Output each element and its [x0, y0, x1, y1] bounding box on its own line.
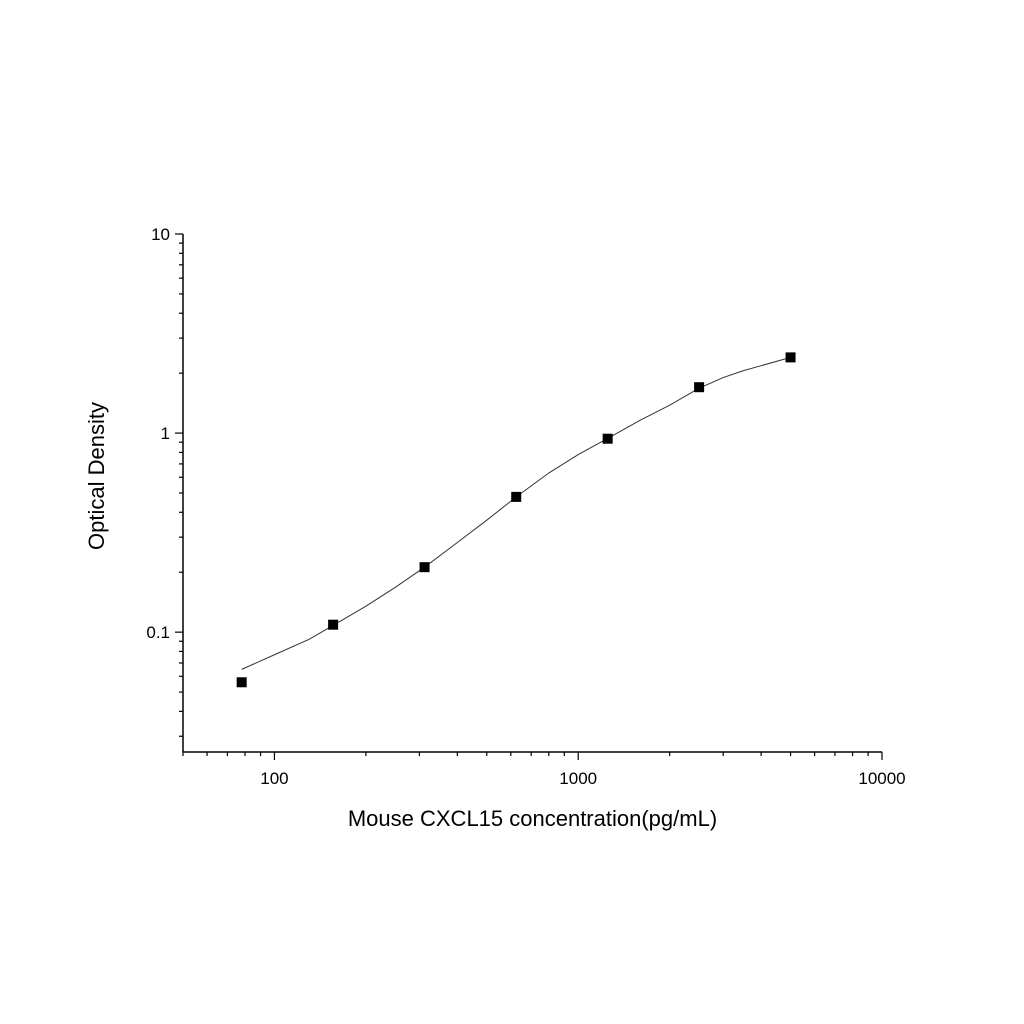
data-point — [785, 352, 796, 363]
y-axis-title: Optical Density — [84, 402, 109, 550]
x-tick-label: 100 — [260, 769, 288, 788]
tick-labels: 100 1000 10000 0.1 1 10 — [146, 225, 905, 788]
x-tick-label: 1000 — [559, 769, 597, 788]
x-axis-title: Mouse CXCL15 concentration(pg/mL) — [348, 806, 717, 831]
y-tick-label: 1 — [161, 424, 170, 443]
data-point — [236, 677, 247, 688]
data-point — [602, 433, 613, 444]
data-point — [511, 491, 522, 502]
y-tick-label: 10 — [151, 225, 170, 244]
data-point — [694, 382, 705, 393]
fit-curve-layer — [241, 356, 791, 670]
data-point — [328, 619, 339, 630]
y-tick-label: 0.1 — [146, 623, 170, 642]
ticks — [175, 233, 883, 760]
data-point — [419, 562, 430, 573]
fit-curve-line — [241, 356, 791, 670]
x-tick-label: 10000 — [858, 769, 905, 788]
data-points — [236, 352, 796, 688]
